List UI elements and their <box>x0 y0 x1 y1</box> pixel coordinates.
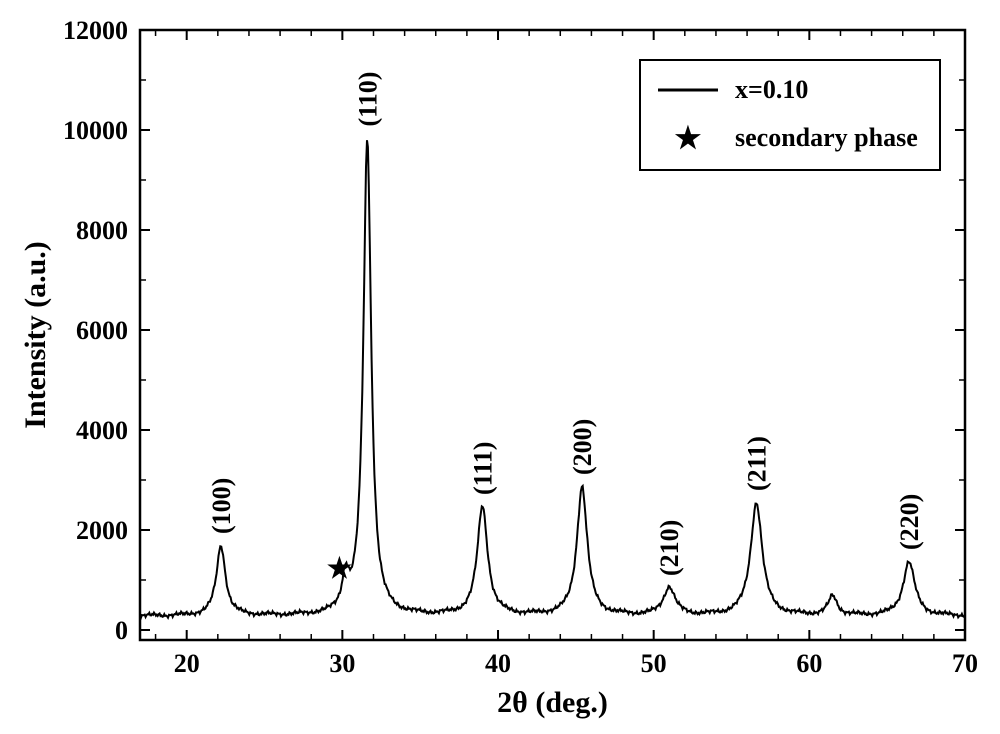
x-tick-label: 50 <box>641 649 667 678</box>
y-tick-label: 10000 <box>63 116 128 145</box>
xrd-chart-container: { "canvas": {"width":1000,"height":734,"… <box>0 0 1000 734</box>
x-tick-label: 20 <box>174 649 200 678</box>
peak-label: (220) <box>895 494 924 550</box>
x-tick-label: 30 <box>329 649 355 678</box>
y-tick-label: 4000 <box>76 416 128 445</box>
peak-label: (111) <box>468 442 497 495</box>
legend-label: x=0.10 <box>735 75 808 104</box>
peak-label: (110) <box>353 72 382 127</box>
peak-label: (200) <box>568 419 597 475</box>
y-tick-label: 12000 <box>63 16 128 45</box>
x-axis-label: 2θ (deg.) <box>497 686 608 719</box>
legend-label: secondary phase <box>735 123 918 152</box>
y-axis-label: Intensity (a.u.) <box>19 241 52 429</box>
y-tick-label: 2000 <box>76 516 128 545</box>
xrd-svg: 20 30 40 50 60 70 0 2000 4000 6000 8000 10000 12000 2… <box>0 0 1000 734</box>
legend-star-icon: ★ <box>675 122 702 155</box>
y-tick-label: 6000 <box>76 316 128 345</box>
x-tick-label: 40 <box>485 649 511 678</box>
peak-label: (100) <box>207 478 236 534</box>
x-tick-label: 70 <box>952 649 978 678</box>
y-tick-label: 0 <box>115 616 128 645</box>
y-tick-label: 8000 <box>76 216 128 245</box>
peak-label: (210) <box>655 520 684 576</box>
secondary-phase-star-icon: ★ <box>327 554 352 585</box>
peak-label: (211) <box>742 436 771 491</box>
x-tick-label: 60 <box>796 649 822 678</box>
